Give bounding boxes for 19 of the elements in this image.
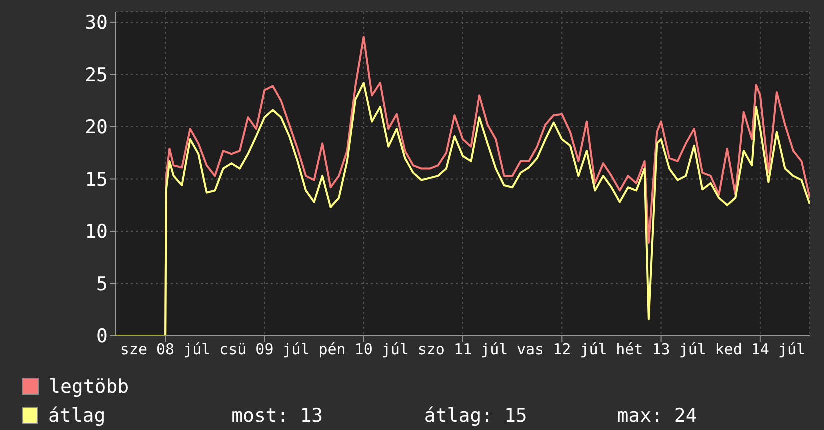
text: átlag: 15 xyxy=(424,404,528,426)
y-tick-label: 10 xyxy=(85,221,108,244)
x-tick-label: csü 09 júl xyxy=(220,340,310,359)
x-tick-label: ked 14 júl xyxy=(715,340,806,359)
x-tick-label: pén 10 júl xyxy=(318,340,410,359)
y-tick-label: 5 xyxy=(96,273,108,296)
text: most: 13 xyxy=(232,404,324,426)
x-tick-label: szo 11 júl xyxy=(418,340,508,359)
y-tick-label: 15 xyxy=(85,168,108,191)
x-tick-label: hét 13 júl xyxy=(616,340,706,359)
legend-label: legtöbb xyxy=(49,376,130,398)
y-tick-label: 30 xyxy=(85,12,108,34)
y-tick-label: 25 xyxy=(85,64,108,86)
y-tick-label: 0 xyxy=(96,326,108,348)
y-tick-label: 20 xyxy=(85,116,108,139)
text: max: 24 xyxy=(617,404,698,426)
x-tick-label: sze 08 júl xyxy=(120,340,211,359)
x-tick-label: vas 12 júl xyxy=(516,340,608,359)
legend-label: átlag xyxy=(48,404,107,426)
